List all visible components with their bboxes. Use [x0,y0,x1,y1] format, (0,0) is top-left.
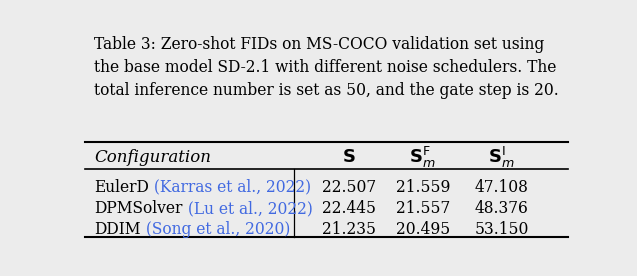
Text: 21.557: 21.557 [396,200,450,217]
Text: Table 3: Zero-shot FIDs on MS-COCO validation set using
the base model SD-2.1 wi: Table 3: Zero-shot FIDs on MS-COCO valid… [94,36,559,99]
Text: 22.507: 22.507 [322,179,376,196]
Text: 22.445: 22.445 [322,200,376,217]
Text: $\mathbf{S}$: $\mathbf{S}$ [342,148,355,166]
Text: $\mathbf{S}^{\mathrm{F}}_{m}$: $\mathbf{S}^{\mathrm{F}}_{m}$ [410,145,436,170]
Text: Configuration: Configuration [94,149,211,166]
Text: DDIM: DDIM [94,221,141,238]
Text: DPMSolver: DPMSolver [94,200,183,217]
Text: 48.376: 48.376 [475,200,529,217]
Text: $\mathbf{S}^{\mathrm{I}}_{m}$: $\mathbf{S}^{\mathrm{I}}_{m}$ [489,145,515,170]
Text: EulerD: EulerD [94,179,149,196]
Text: 21.559: 21.559 [396,179,450,196]
Text: (Karras et al., 2022): (Karras et al., 2022) [149,179,311,196]
Text: (Song et al., 2020): (Song et al., 2020) [141,221,290,238]
Text: 20.495: 20.495 [396,221,450,238]
Text: 47.108: 47.108 [475,179,529,196]
Text: (Lu et al., 2022): (Lu et al., 2022) [183,200,313,217]
Text: 53.150: 53.150 [475,221,529,238]
Text: 21.235: 21.235 [322,221,376,238]
